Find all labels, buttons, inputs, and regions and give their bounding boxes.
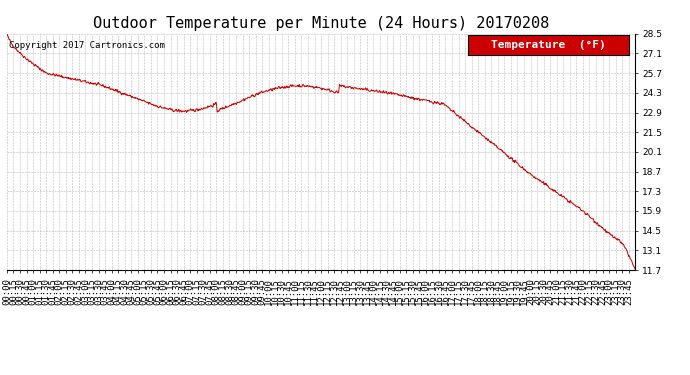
Title: Outdoor Temperature per Minute (24 Hours) 20170208: Outdoor Temperature per Minute (24 Hours… bbox=[92, 16, 549, 31]
Text: Copyright 2017 Cartronics.com: Copyright 2017 Cartronics.com bbox=[9, 41, 165, 50]
